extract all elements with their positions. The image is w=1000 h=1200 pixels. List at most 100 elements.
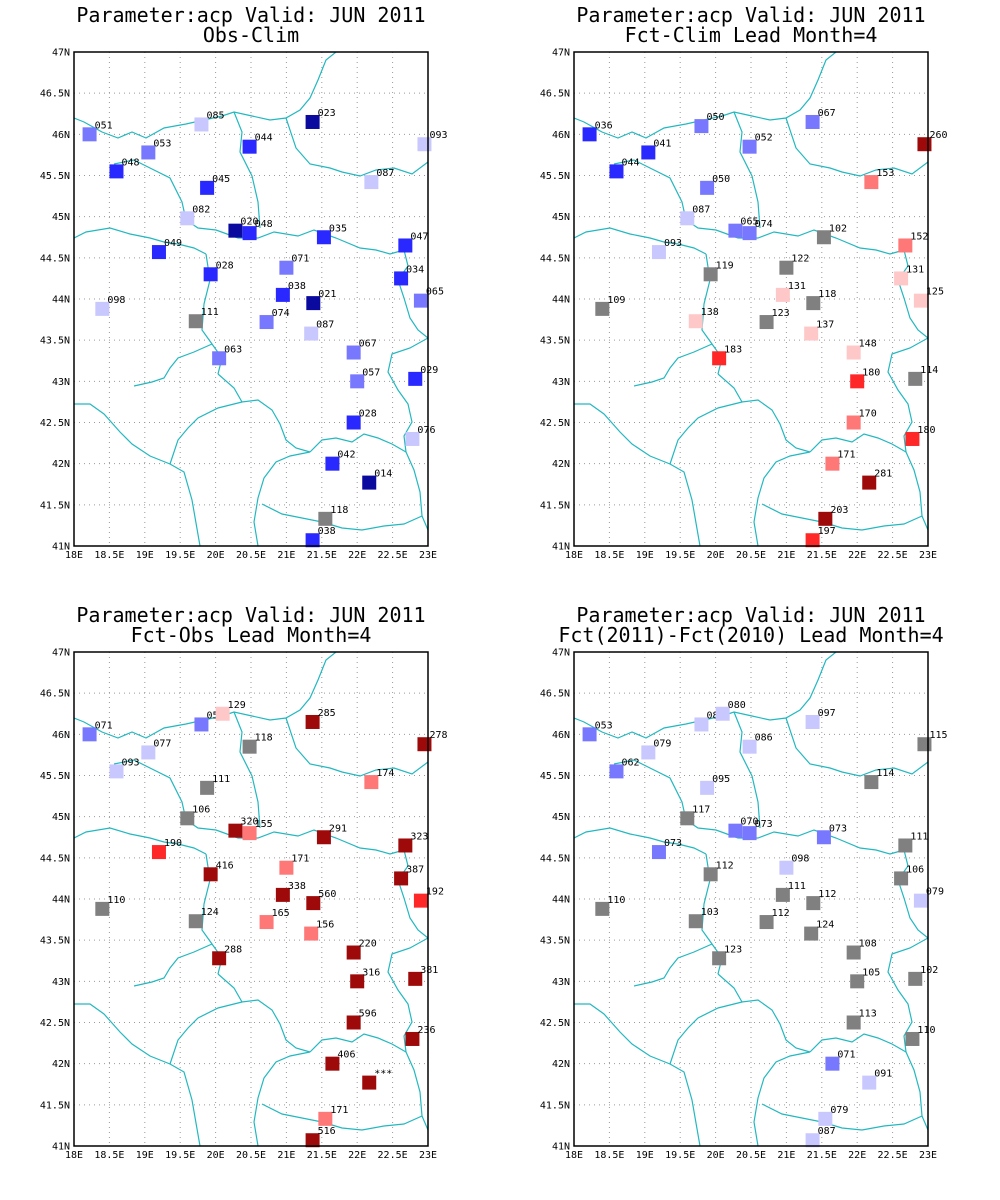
lat-tick-label: 41N [52, 542, 70, 553]
lat-tick-label: 46.5N [540, 689, 570, 700]
station-marker [846, 415, 861, 430]
station-marker [641, 745, 656, 760]
station-value-label: 171 [837, 450, 855, 461]
plot-frame [73, 651, 429, 1147]
station-value-label: 097 [818, 708, 836, 719]
station-value-label: 123 [772, 308, 790, 319]
station-marker [408, 971, 423, 986]
lon-tick-label: 20.5E [236, 550, 266, 561]
station-value-label: 048 [121, 157, 139, 168]
lat-tick-label: 45N [52, 212, 70, 223]
lat-tick-label: 45.5N [40, 171, 70, 182]
station-marker [305, 114, 320, 129]
station-marker [908, 971, 923, 986]
station-marker [305, 714, 320, 729]
station-value-label: 093 [429, 130, 447, 141]
lon-tick-label: 19.5E [165, 550, 195, 561]
station-marker [194, 117, 209, 132]
station-marker [846, 345, 861, 360]
station-value-label: 048 [255, 219, 273, 230]
station-value-label: 123 [724, 944, 742, 955]
panel-subtitle: Fct-Obs Lead Month=4 [131, 623, 372, 647]
lat-tick-label: 43N [52, 377, 70, 388]
station-marker [306, 896, 321, 911]
plot-frame [573, 651, 929, 1147]
map-panel-4: Parameter:acp Valid: JUN 2011Fct(2011)-F… [540, 603, 948, 1161]
station-value-label: 117 [692, 804, 710, 815]
station-marker [913, 293, 928, 308]
station-value-label: 067 [359, 339, 377, 350]
station-value-label: 077 [153, 738, 171, 749]
station-marker [200, 180, 215, 195]
station-value-label: 079 [653, 738, 671, 749]
station-marker [398, 238, 413, 253]
station-value-label: 020 [240, 217, 258, 228]
lon-tick-label: 22E [348, 550, 366, 561]
station-value-label: 171 [330, 1105, 348, 1116]
station-marker [805, 714, 820, 729]
station-value-label: 067 [818, 108, 836, 119]
lon-tick-label: 18.5E [94, 550, 124, 561]
station-value-label: 070 [740, 817, 758, 828]
station-value-label: 113 [859, 1009, 877, 1020]
station-value-label: 059 [206, 710, 224, 721]
station-marker [180, 811, 195, 826]
station-value-label: 098 [107, 295, 125, 306]
station-value-label: 087 [316, 320, 334, 331]
station-value-label: 291 [329, 823, 347, 834]
station-value-label: 125 [926, 287, 944, 298]
station-marker [242, 826, 257, 841]
lon-tick-label: 21E [777, 550, 795, 561]
station-value-label: 014 [374, 469, 392, 480]
station-value-label: 071 [95, 720, 113, 731]
station-value-label: 073 [755, 819, 773, 830]
station-marker [825, 456, 840, 471]
lon-tick-label: 20E [707, 1150, 725, 1161]
station-marker [898, 238, 913, 253]
station-value-label: 596 [359, 1009, 377, 1020]
station-marker [200, 780, 215, 795]
station-marker [109, 764, 124, 779]
lat-tick-label: 41N [552, 542, 570, 553]
station-value-label: 045 [212, 174, 230, 185]
station-marker [688, 314, 703, 329]
station-marker [806, 896, 821, 911]
station-value-label: 129 [228, 700, 246, 711]
station-value-label: 278 [429, 730, 447, 741]
station-marker [279, 860, 294, 875]
station-marker [362, 1075, 377, 1090]
lat-tick-label: 44.5N [540, 253, 570, 264]
station-value-label: 093 [121, 757, 139, 768]
station-value-label: 106 [192, 804, 210, 815]
station-value-label: 180 [862, 367, 880, 378]
station-marker [651, 845, 666, 860]
station-marker [304, 326, 319, 341]
station-value-label: 042 [337, 450, 355, 461]
lon-tick-label: 19E [636, 1150, 654, 1161]
station-marker [405, 1031, 420, 1046]
station-marker [95, 901, 110, 916]
station-marker [846, 1015, 861, 1030]
station-marker [609, 764, 624, 779]
station-value-label: 063 [224, 344, 242, 355]
station-value-label: 093 [664, 238, 682, 249]
station-value-label: 406 [337, 1050, 355, 1061]
lat-tick-label: 45.5N [540, 171, 570, 182]
station-value-label: 381 [420, 965, 438, 976]
station-marker [325, 1056, 340, 1071]
station-value-label: 165 [272, 908, 290, 919]
station-value-label: 119 [716, 260, 734, 271]
station-value-label: 180 [917, 425, 935, 436]
station-marker [346, 945, 361, 960]
station-marker [141, 145, 156, 160]
lat-tick-label: 46N [552, 730, 570, 741]
panel-subtitle: Fct-Clim Lead Month=4 [625, 23, 878, 47]
lon-tick-label: 19.5E [665, 1150, 695, 1161]
station-marker [228, 223, 243, 238]
lon-tick-label: 21.5E [807, 550, 837, 561]
station-value-label: 071 [291, 254, 309, 265]
